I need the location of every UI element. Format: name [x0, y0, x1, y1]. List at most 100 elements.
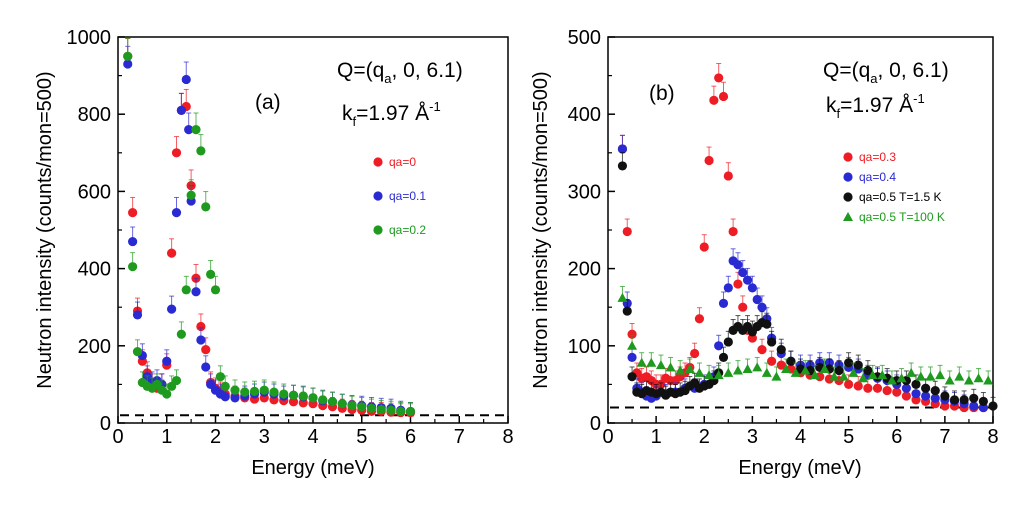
data-point [201, 202, 211, 212]
panel-b-x-tick-label: 6 [891, 426, 902, 448]
data-point [201, 345, 211, 355]
data-point [969, 393, 979, 403]
panel-a-label: (a) [255, 91, 281, 114]
data-point [906, 367, 917, 377]
data-point [327, 397, 338, 407]
data-point [396, 406, 406, 417]
legend-label: qa=0.5 T=1.5 K [859, 190, 942, 204]
data-point [925, 371, 936, 381]
panel-b-y-tick-label: 500 [568, 27, 601, 49]
legend-label: qa=0.4 [859, 170, 896, 184]
data-point [757, 345, 767, 355]
data-point [771, 371, 782, 381]
data-point [790, 367, 801, 377]
data-point [128, 262, 138, 272]
panel-b-x-tick-label: 4 [795, 426, 806, 448]
data-point [196, 335, 206, 345]
panel-b-label: (b) [649, 82, 675, 105]
data-point [757, 302, 767, 312]
panel-b-points [617, 63, 998, 413]
data-point [853, 360, 863, 370]
data-point [206, 269, 216, 279]
panel-a-q-annotation: Q=(qa, 0, 6.1) [337, 59, 463, 86]
data-point [882, 385, 892, 396]
data-point [318, 395, 328, 405]
data-point [858, 373, 869, 383]
data-point [709, 95, 719, 105]
data-point [288, 397, 299, 407]
panel-a-y-tick-label: 600 [78, 181, 111, 203]
data-point [196, 146, 206, 156]
data-point [915, 371, 926, 381]
data-point [230, 385, 240, 395]
data-point [901, 383, 911, 393]
data-point [176, 329, 186, 339]
data-point [809, 370, 820, 380]
data-point [162, 389, 172, 399]
panel-b-x-tick-label: 7 [939, 426, 950, 448]
data-point [627, 352, 637, 362]
panel-b-series-green [617, 285, 994, 385]
data-point [215, 372, 225, 382]
data-point [776, 360, 786, 370]
data-point [752, 362, 763, 372]
data-point [684, 363, 695, 373]
data-point [713, 370, 724, 380]
data-point [690, 348, 700, 359]
data-point [896, 373, 907, 383]
panel-a-y-tick-label: 400 [78, 259, 111, 281]
panel-a-x-tick-label: 3 [259, 426, 270, 448]
panel-b-x-tick-label: 5 [843, 426, 854, 448]
panel-a-x-tick-label: 5 [356, 426, 367, 448]
data-point [617, 144, 628, 154]
data-point [723, 367, 734, 377]
data-point [901, 391, 911, 401]
panel-a-frame [117, 36, 509, 424]
data-point [718, 91, 729, 102]
data-point [181, 74, 191, 85]
panel-b-y-tick-label: 100 [568, 336, 601, 358]
data-point [776, 345, 786, 355]
panel-b: 0 1 2 3 4 5 6 7 8 0 100 200 300 400 500 Energy (meV) N… [530, 27, 999, 479]
data-point [728, 226, 738, 237]
data-point [220, 392, 230, 402]
data-point [949, 395, 960, 405]
data-point [269, 387, 279, 397]
data-point [220, 381, 230, 391]
data-point [762, 319, 772, 329]
data-point [132, 346, 143, 357]
data-point [201, 362, 211, 372]
data-point [892, 387, 902, 397]
data-point [844, 379, 854, 389]
panel-a-x-tick-label: 4 [307, 426, 318, 448]
data-point [128, 208, 138, 218]
panel-a-k-annotation: kf=1.97 Å-1 [342, 99, 441, 129]
panel-a-y-tick-label: 800 [78, 104, 111, 126]
panel-a-x-axis-title: Energy (meV) [251, 457, 374, 479]
data-point [617, 292, 628, 302]
panel-b-x-tick-label: 0 [602, 426, 613, 448]
legend-marker [373, 225, 383, 235]
data-point [944, 375, 955, 385]
data-point [718, 298, 729, 308]
data-point [959, 395, 969, 405]
data-point [347, 401, 357, 411]
data-point [829, 371, 840, 381]
data-point [723, 337, 733, 347]
legend-marker [843, 212, 853, 221]
data-point [988, 401, 998, 411]
data-point [191, 287, 201, 297]
data-point [732, 365, 743, 375]
panel-b-y-tick-label: 300 [568, 181, 601, 203]
data-point [337, 399, 347, 409]
data-point [240, 387, 250, 397]
data-point [742, 363, 753, 373]
data-point [733, 279, 743, 289]
data-point [767, 356, 777, 366]
data-point [747, 283, 757, 293]
panel-b-ticks: 0 1 2 3 4 5 6 7 8 0 100 200 300 400 500 [568, 27, 999, 448]
data-point [940, 391, 950, 401]
panel-a-points [123, 38, 416, 418]
data-point [834, 365, 844, 376]
